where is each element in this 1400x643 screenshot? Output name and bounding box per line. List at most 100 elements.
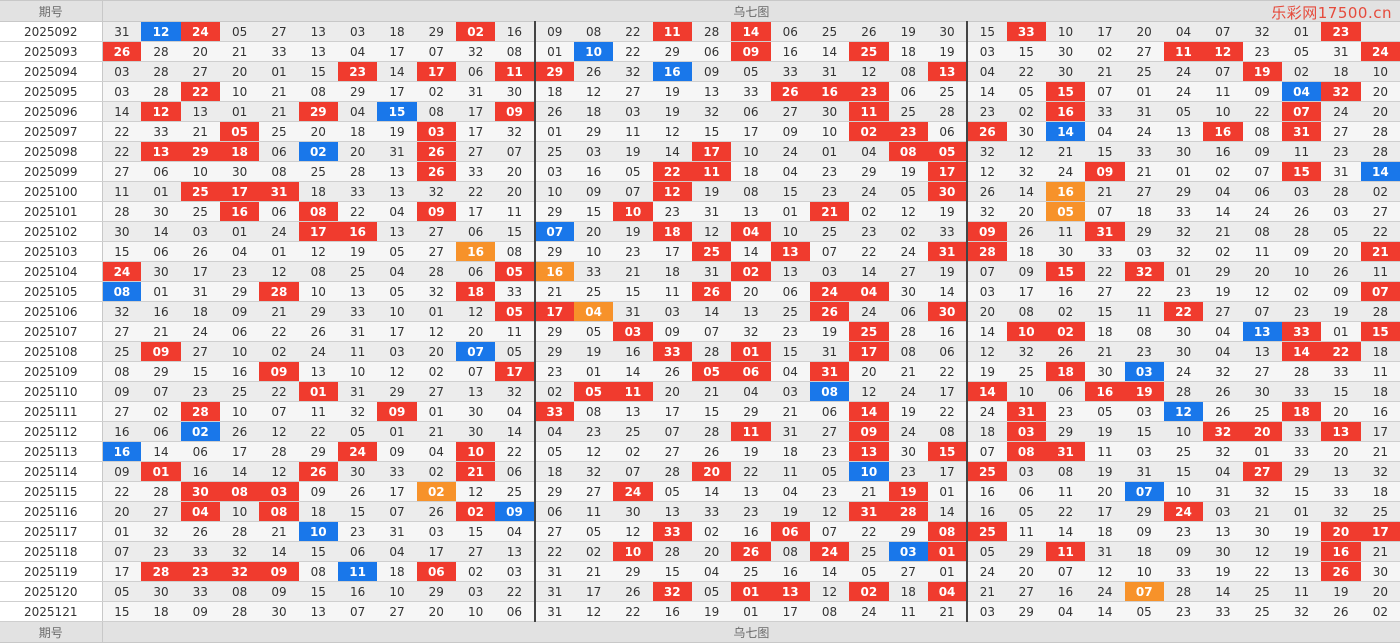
number-cell: 02 xyxy=(141,402,180,422)
number-cell: 26 xyxy=(1282,202,1321,222)
highlighted-number-cell: 05 xyxy=(495,302,534,322)
number-cell: 20 xyxy=(495,162,534,182)
number-cell: 19 xyxy=(1203,282,1242,302)
number-cell: 03 xyxy=(181,222,220,242)
number-cell: 19 xyxy=(928,42,967,62)
number-cell: 04 xyxy=(1164,22,1203,42)
number-cell: 12 xyxy=(574,602,613,622)
highlighted-number-cell: 04 xyxy=(849,282,888,302)
number-cell: 02 xyxy=(1203,242,1242,262)
number-cell: 21 xyxy=(1243,502,1282,522)
number-cell: 33 xyxy=(1282,382,1321,402)
number-cell: 25 xyxy=(1125,62,1164,82)
highlighted-number-cell: 29 xyxy=(181,142,220,162)
number-cell: 24 xyxy=(1046,162,1085,182)
number-cell: 04 xyxy=(1203,462,1242,482)
number-cell: 20 xyxy=(1361,582,1400,602)
number-cell: 03 xyxy=(771,382,810,402)
number-cell: 24 xyxy=(1243,202,1282,222)
number-cell: 21 xyxy=(220,42,259,62)
number-cell: 06 xyxy=(456,222,495,242)
highlighted-number-cell: 30 xyxy=(928,182,967,202)
number-cell: 30 xyxy=(1203,542,1242,562)
highlighted-number-cell: 26 xyxy=(102,42,141,62)
number-cell: 17 xyxy=(574,582,613,602)
number-cell: 11 xyxy=(653,282,692,302)
number-cell: 01 xyxy=(377,422,416,442)
number-cell: 24 xyxy=(771,142,810,162)
number-cell: 05 xyxy=(1164,102,1203,122)
number-cell: 07 xyxy=(1203,22,1242,42)
number-cell: 11 xyxy=(1361,262,1400,282)
number-cell: 25 xyxy=(889,102,928,122)
number-cell: 13 xyxy=(338,282,377,302)
number-cell: 08 xyxy=(417,102,456,122)
number-cell: 29 xyxy=(535,202,574,222)
number-cell: 06 xyxy=(928,122,967,142)
number-cell: 22 xyxy=(102,482,141,502)
number-cell: 14 xyxy=(810,562,849,582)
number-cell: 30 xyxy=(1007,122,1046,142)
number-cell: 15 xyxy=(1282,482,1321,502)
highlighted-number-cell: 14 xyxy=(1282,342,1321,362)
number-cell: 28 xyxy=(1282,362,1321,382)
issue-number: 2025113 xyxy=(0,442,102,462)
number-cell: 10 xyxy=(299,282,338,302)
highlighted-number-cell: 11 xyxy=(1164,42,1203,62)
number-cell: 27 xyxy=(889,262,928,282)
number-cell: 19 xyxy=(1321,582,1360,602)
number-cell: 25 xyxy=(574,282,613,302)
number-cell: 14 xyxy=(653,142,692,162)
number-cell: 04 xyxy=(377,542,416,562)
issue-number: 2025092 xyxy=(0,22,102,42)
number-cell: 22 xyxy=(259,382,298,402)
number-cell: 10 xyxy=(377,302,416,322)
number-cell: 20 xyxy=(338,142,377,162)
number-cell: 30 xyxy=(495,82,534,102)
number-cell: 29 xyxy=(535,322,574,342)
number-cell: 06 xyxy=(889,302,928,322)
number-cell: 11 xyxy=(1085,442,1124,462)
number-cell: 07 xyxy=(495,142,534,162)
number-cell: 11 xyxy=(495,202,534,222)
highlighted-number-cell: 31 xyxy=(810,362,849,382)
number-cell: 01 xyxy=(535,122,574,142)
number-cell: 28 xyxy=(692,22,731,42)
highlighted-number-cell: 02 xyxy=(849,582,888,602)
number-cell: 19 xyxy=(810,322,849,342)
highlighted-number-cell: 24 xyxy=(613,482,652,502)
number-cell: 29 xyxy=(377,382,416,402)
number-cell: 30 xyxy=(1361,562,1400,582)
number-cell: 32 xyxy=(456,42,495,62)
highlighted-number-cell: 11 xyxy=(731,422,770,442)
number-cell: 32 xyxy=(967,142,1006,162)
number-cell: 07 xyxy=(1085,202,1124,222)
number-cell: 05 xyxy=(1085,402,1124,422)
highlighted-number-cell: 16 xyxy=(1203,122,1242,142)
number-cell: 15 xyxy=(653,562,692,582)
highlighted-number-cell: 07 xyxy=(1361,282,1400,302)
highlighted-number-cell: 26 xyxy=(417,162,456,182)
number-cell: 27 xyxy=(259,22,298,42)
number-cell: 22 xyxy=(1125,282,1164,302)
number-cell: 17 xyxy=(417,542,456,562)
highlighted-number-cell: 25 xyxy=(967,522,1006,542)
number-cell: 08 xyxy=(259,162,298,182)
highlighted-number-cell: 13 xyxy=(771,582,810,602)
number-cell: 16 xyxy=(967,482,1006,502)
number-cell: 25 xyxy=(1361,502,1400,522)
highlighted-number-cell: 03 xyxy=(613,322,652,342)
number-cell: 22 xyxy=(849,242,888,262)
number-cell: 32 xyxy=(1203,442,1242,462)
number-cell: 27 xyxy=(417,242,456,262)
number-cell: 08 xyxy=(1007,302,1046,322)
number-cell: 13 xyxy=(377,182,416,202)
number-cell: 29 xyxy=(417,582,456,602)
number-cell: 22 xyxy=(1007,62,1046,82)
number-cell: 06 xyxy=(259,202,298,222)
number-cell: 14 xyxy=(377,62,416,82)
highlighted-number-cell: 03 xyxy=(1125,362,1164,382)
number-cell: 33 xyxy=(1164,202,1203,222)
